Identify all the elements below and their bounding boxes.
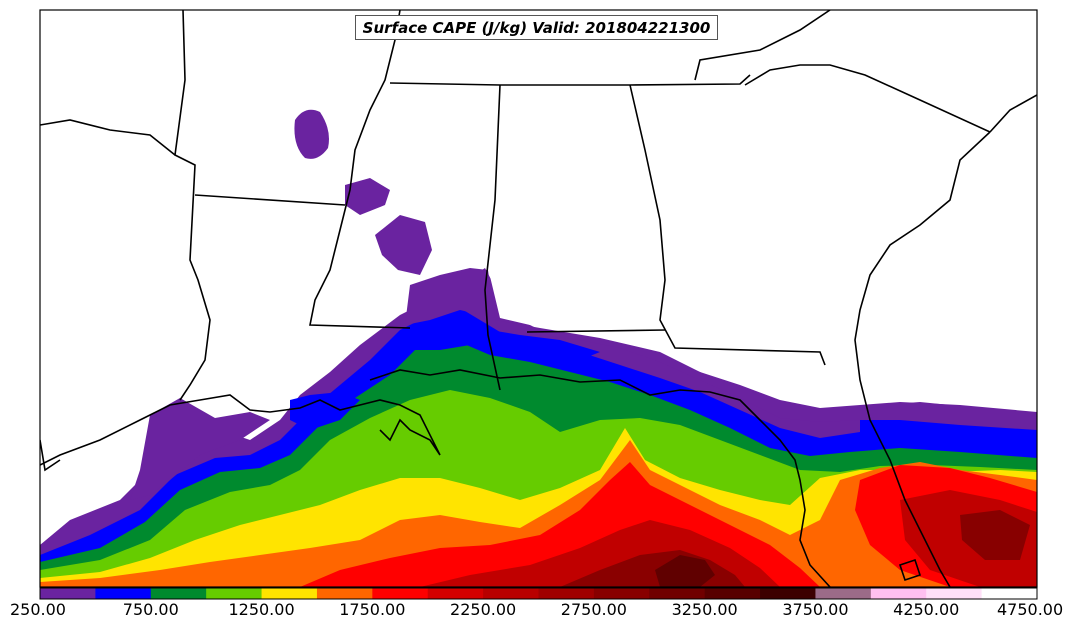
land-mask-north [375,215,432,275]
colorbar-swatch [427,588,484,599]
coastline [369,369,831,587]
colorbar-swatch [649,588,706,599]
map-title: Surface CAPE (J/kg) Valid: 201804221300 [355,15,718,40]
colorbar [40,588,1038,599]
colorbar-swatch [206,588,263,599]
state-border [694,10,831,81]
colorbar-swatch [483,588,539,599]
colorbar-swatch [981,588,1038,599]
state-border [194,194,346,206]
boundaries [40,10,1037,587]
colorbar-swatch [261,588,318,599]
colorbar-tick-label: 1750.00 [339,600,406,619]
colorbar-tick-label: 4250.00 [893,600,960,619]
state-border [309,10,411,329]
colorbar-tick-label: 4750.00 [997,600,1064,619]
state-border [629,84,826,366]
land-mask-north [294,109,329,159]
coastline [854,131,991,587]
colorbar-swatch [150,588,207,599]
colorbar-swatch [870,588,927,599]
colorbar-frame [39,587,1038,600]
colorbar-tick-label: 2250.00 [450,600,517,619]
lake-okeechobee [898,558,922,582]
colorbar-tick-label: 750.00 [122,600,179,619]
colorbar-swatch [372,588,429,599]
state-border [174,10,211,401]
colorbar-swatch [815,588,872,599]
colorbar-tick-label: 2750.00 [560,600,627,619]
coastline [40,119,176,156]
colorbar-tick-label: 3750.00 [782,600,849,619]
cape-band-2750 [655,555,715,587]
cape-band-2750 [960,510,1030,560]
land-mask-north [860,420,1037,442]
colorbar-swatch [704,588,761,599]
colorbar-swatch [926,588,983,599]
state-border [744,64,991,133]
coastline [40,394,441,466]
land-mask-north [410,318,600,360]
map-frame [39,9,1038,588]
colorbar-tick-label: 1250.00 [228,600,295,619]
state-border [484,84,501,391]
land-mask-north [290,392,360,430]
land-mask-north [130,398,270,500]
colorbar-swatch [95,588,152,599]
state-border [526,329,666,333]
cape-contour-fill [40,10,1037,587]
colorbar-tick-label: 250.00 [10,600,66,619]
colorbar-swatch [593,588,650,599]
land-mask-north [495,320,875,422]
colorbar-swatch [760,588,816,599]
land-mask-north [40,10,1037,470]
coastline [989,94,1037,133]
colorbar-swatch [538,588,595,599]
colorbar-swatch [316,588,373,599]
cape-band-1500 [40,440,1037,587]
colorbar-swatch [40,588,96,599]
colorbar-tick-label: 3250.00 [671,600,738,619]
land-mask-north [405,268,495,325]
coastline [40,439,61,472]
land-mask-north [345,178,390,215]
land-mask-north [860,402,1037,430]
